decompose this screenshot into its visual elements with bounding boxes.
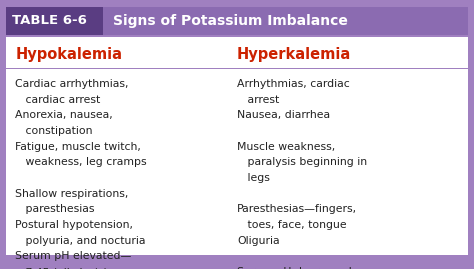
Bar (6, 35, 468, 37)
Text: constipation: constipation (16, 126, 93, 136)
Text: Postural hypotension,: Postural hypotension, (16, 220, 134, 230)
Text: paralysis beginning in: paralysis beginning in (237, 157, 367, 167)
Bar (6, 7, 468, 35)
Text: Paresthesias—fingers,: Paresthesias—fingers, (237, 204, 357, 214)
Text: arrest: arrest (237, 95, 279, 105)
Text: cardiac arrest: cardiac arrest (16, 95, 100, 105)
Text: Hypokalemia: Hypokalemia (16, 47, 122, 62)
Text: paresthesias: paresthesias (16, 204, 95, 214)
Text: Cardiac arrhythmias,: Cardiac arrhythmias, (16, 79, 129, 89)
Text: TABLE 6-6: TABLE 6-6 (11, 15, 86, 27)
Text: Hyperkalemia: Hyperkalemia (237, 47, 351, 62)
Bar (6, 68, 468, 69)
Text: Serum pH elevated—: Serum pH elevated— (16, 251, 132, 261)
Text: legs: legs (237, 173, 270, 183)
Text: Arrhythmias, cardiac: Arrhythmias, cardiac (237, 79, 350, 89)
Text: Muscle weakness,: Muscle weakness, (237, 141, 335, 152)
Text: Nausea, diarrhea: Nausea, diarrhea (237, 110, 330, 120)
Text: polyuria, and nocturia: polyuria, and nocturia (16, 236, 146, 246)
Bar (6, 255, 468, 262)
Text: Signs of Potassium Imbalance: Signs of Potassium Imbalance (113, 14, 348, 28)
Bar (6, 7, 103, 35)
Text: weakness, leg cramps: weakness, leg cramps (16, 157, 147, 167)
Text: Anorexia, nausea,: Anorexia, nausea, (16, 110, 113, 120)
Text: 7.45 (alkalosis): 7.45 (alkalosis) (16, 267, 108, 269)
Text: Oliguria: Oliguria (237, 236, 280, 246)
Text: Fatigue, muscle twitch,: Fatigue, muscle twitch, (16, 141, 141, 152)
Text: Shallow respirations,: Shallow respirations, (16, 189, 129, 199)
Text: toes, face, tongue: toes, face, tongue (237, 220, 346, 230)
Text: Serum pH decreased—: Serum pH decreased— (237, 267, 363, 269)
